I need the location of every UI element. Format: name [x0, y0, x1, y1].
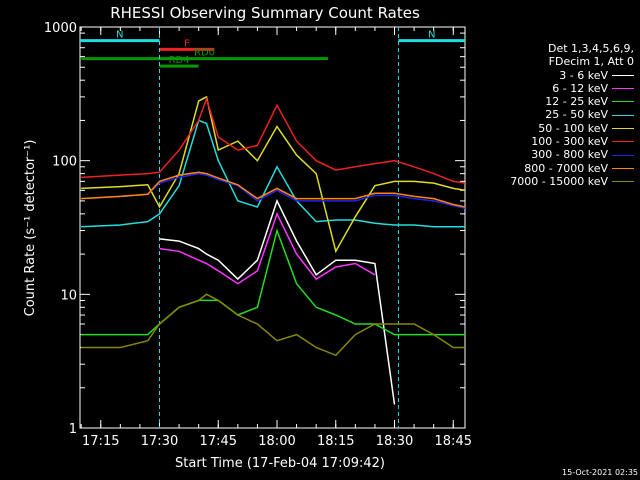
legend-label: 50 - 100 keV — [538, 121, 608, 135]
legend-label: 800 - 7000 keV — [524, 161, 608, 175]
legend-entry: 12 - 25 keV — [464, 95, 634, 108]
legend-header-1: Det 1,3,4,5,6,9, — [547, 42, 634, 55]
series-line-0 — [159, 198, 396, 405]
legend-entry: 100 - 300 keV — [464, 135, 634, 148]
axes: 17:15 17:30 17:45 18:00 18:15 18:30 18:45 1 10 10… — [44, 21, 472, 449]
state-label-4: RD4 — [169, 55, 190, 66]
y-axis-label: Count Rate (s⁻¹ detector⁻¹) — [23, 140, 38, 317]
legend-swatch — [612, 181, 634, 183]
legend-swatch — [612, 114, 634, 116]
series-line-3 — [81, 119, 465, 228]
legend-swatch — [612, 101, 634, 103]
x-tick-label-5: 18:30 — [376, 434, 413, 449]
legend-entry: 6 - 12 keV — [464, 82, 634, 95]
state-label-1: N — [428, 30, 435, 41]
legend-swatch — [612, 74, 634, 76]
legend-entry: 3 - 6 keV — [464, 69, 634, 82]
y-tick-label-0: 1 — [69, 422, 77, 437]
legend-entry: 50 - 100 keV — [464, 122, 634, 135]
x-tick-label-0: 17:15 — [82, 434, 119, 449]
legend-swatch — [612, 154, 634, 156]
legend-label: 3 - 6 keV — [559, 68, 608, 82]
legend-label: 100 - 300 keV — [531, 135, 608, 149]
x-tick-label-4: 18:15 — [317, 434, 354, 449]
series-line-8 — [81, 293, 465, 357]
legend-entries: 3 - 6 keV 6 - 12 keV 12 - 25 keV 25 - 50 ke… — [464, 69, 634, 189]
series-line-7 — [81, 171, 466, 208]
state-label-0: N — [116, 30, 123, 41]
legend-swatch — [612, 141, 634, 143]
legend-label: 25 - 50 keV — [545, 108, 608, 122]
legend-entry: 300 - 800 keV — [464, 148, 634, 161]
y-tick-label-1: 10 — [60, 288, 77, 303]
legend-label: 300 - 800 keV — [531, 148, 608, 162]
legend-swatch — [612, 88, 634, 90]
legend-label: 7000 - 15000 keV — [510, 174, 608, 188]
legend-label: 12 - 25 keV — [545, 95, 608, 109]
x-tick-label-1: 17:30 — [141, 434, 178, 449]
x-axis-label: Start Time (17-Feb-04 17:09:42) — [175, 456, 385, 471]
series-line-2 — [81, 228, 465, 336]
x-tick-label-6: 18:45 — [435, 434, 472, 449]
y-tick-label-3: 1000 — [44, 21, 77, 36]
legend-swatch — [612, 167, 634, 169]
legend-label: 6 - 12 keV — [552, 81, 608, 95]
legend-entry: 800 - 7000 keV — [464, 162, 634, 175]
y-tick-label-2: 100 — [52, 155, 77, 170]
series-line-4 — [81, 95, 466, 254]
series-line-1 — [159, 211, 376, 285]
series-lines — [81, 95, 466, 405]
x-tick-label-3: 18:00 — [258, 434, 295, 449]
x-tick-label-2: 17:45 — [200, 434, 237, 449]
legend-swatch — [612, 127, 634, 129]
legend: Det 1,3,4,5,6,9, FDecim 1, Att 0 3 - 6 k… — [464, 42, 634, 188]
legend-header-2: FDecim 1, Att 0 — [548, 55, 634, 69]
series-line-6 — [81, 172, 466, 210]
series-line-5 — [81, 96, 466, 184]
state-label-2: F — [184, 38, 190, 49]
legend-entry: 7000 - 15000 keV — [464, 175, 634, 188]
chart-title: RHESSI Observing Summary Count Rates — [110, 4, 420, 22]
timestamp: 15-Oct-2021 02:35 — [562, 468, 638, 477]
state-bars: N N F RD0 RD4 — [80, 27, 465, 428]
state-label-3: RD0 — [194, 48, 215, 59]
legend-entry: 25 - 50 keV — [464, 108, 634, 121]
